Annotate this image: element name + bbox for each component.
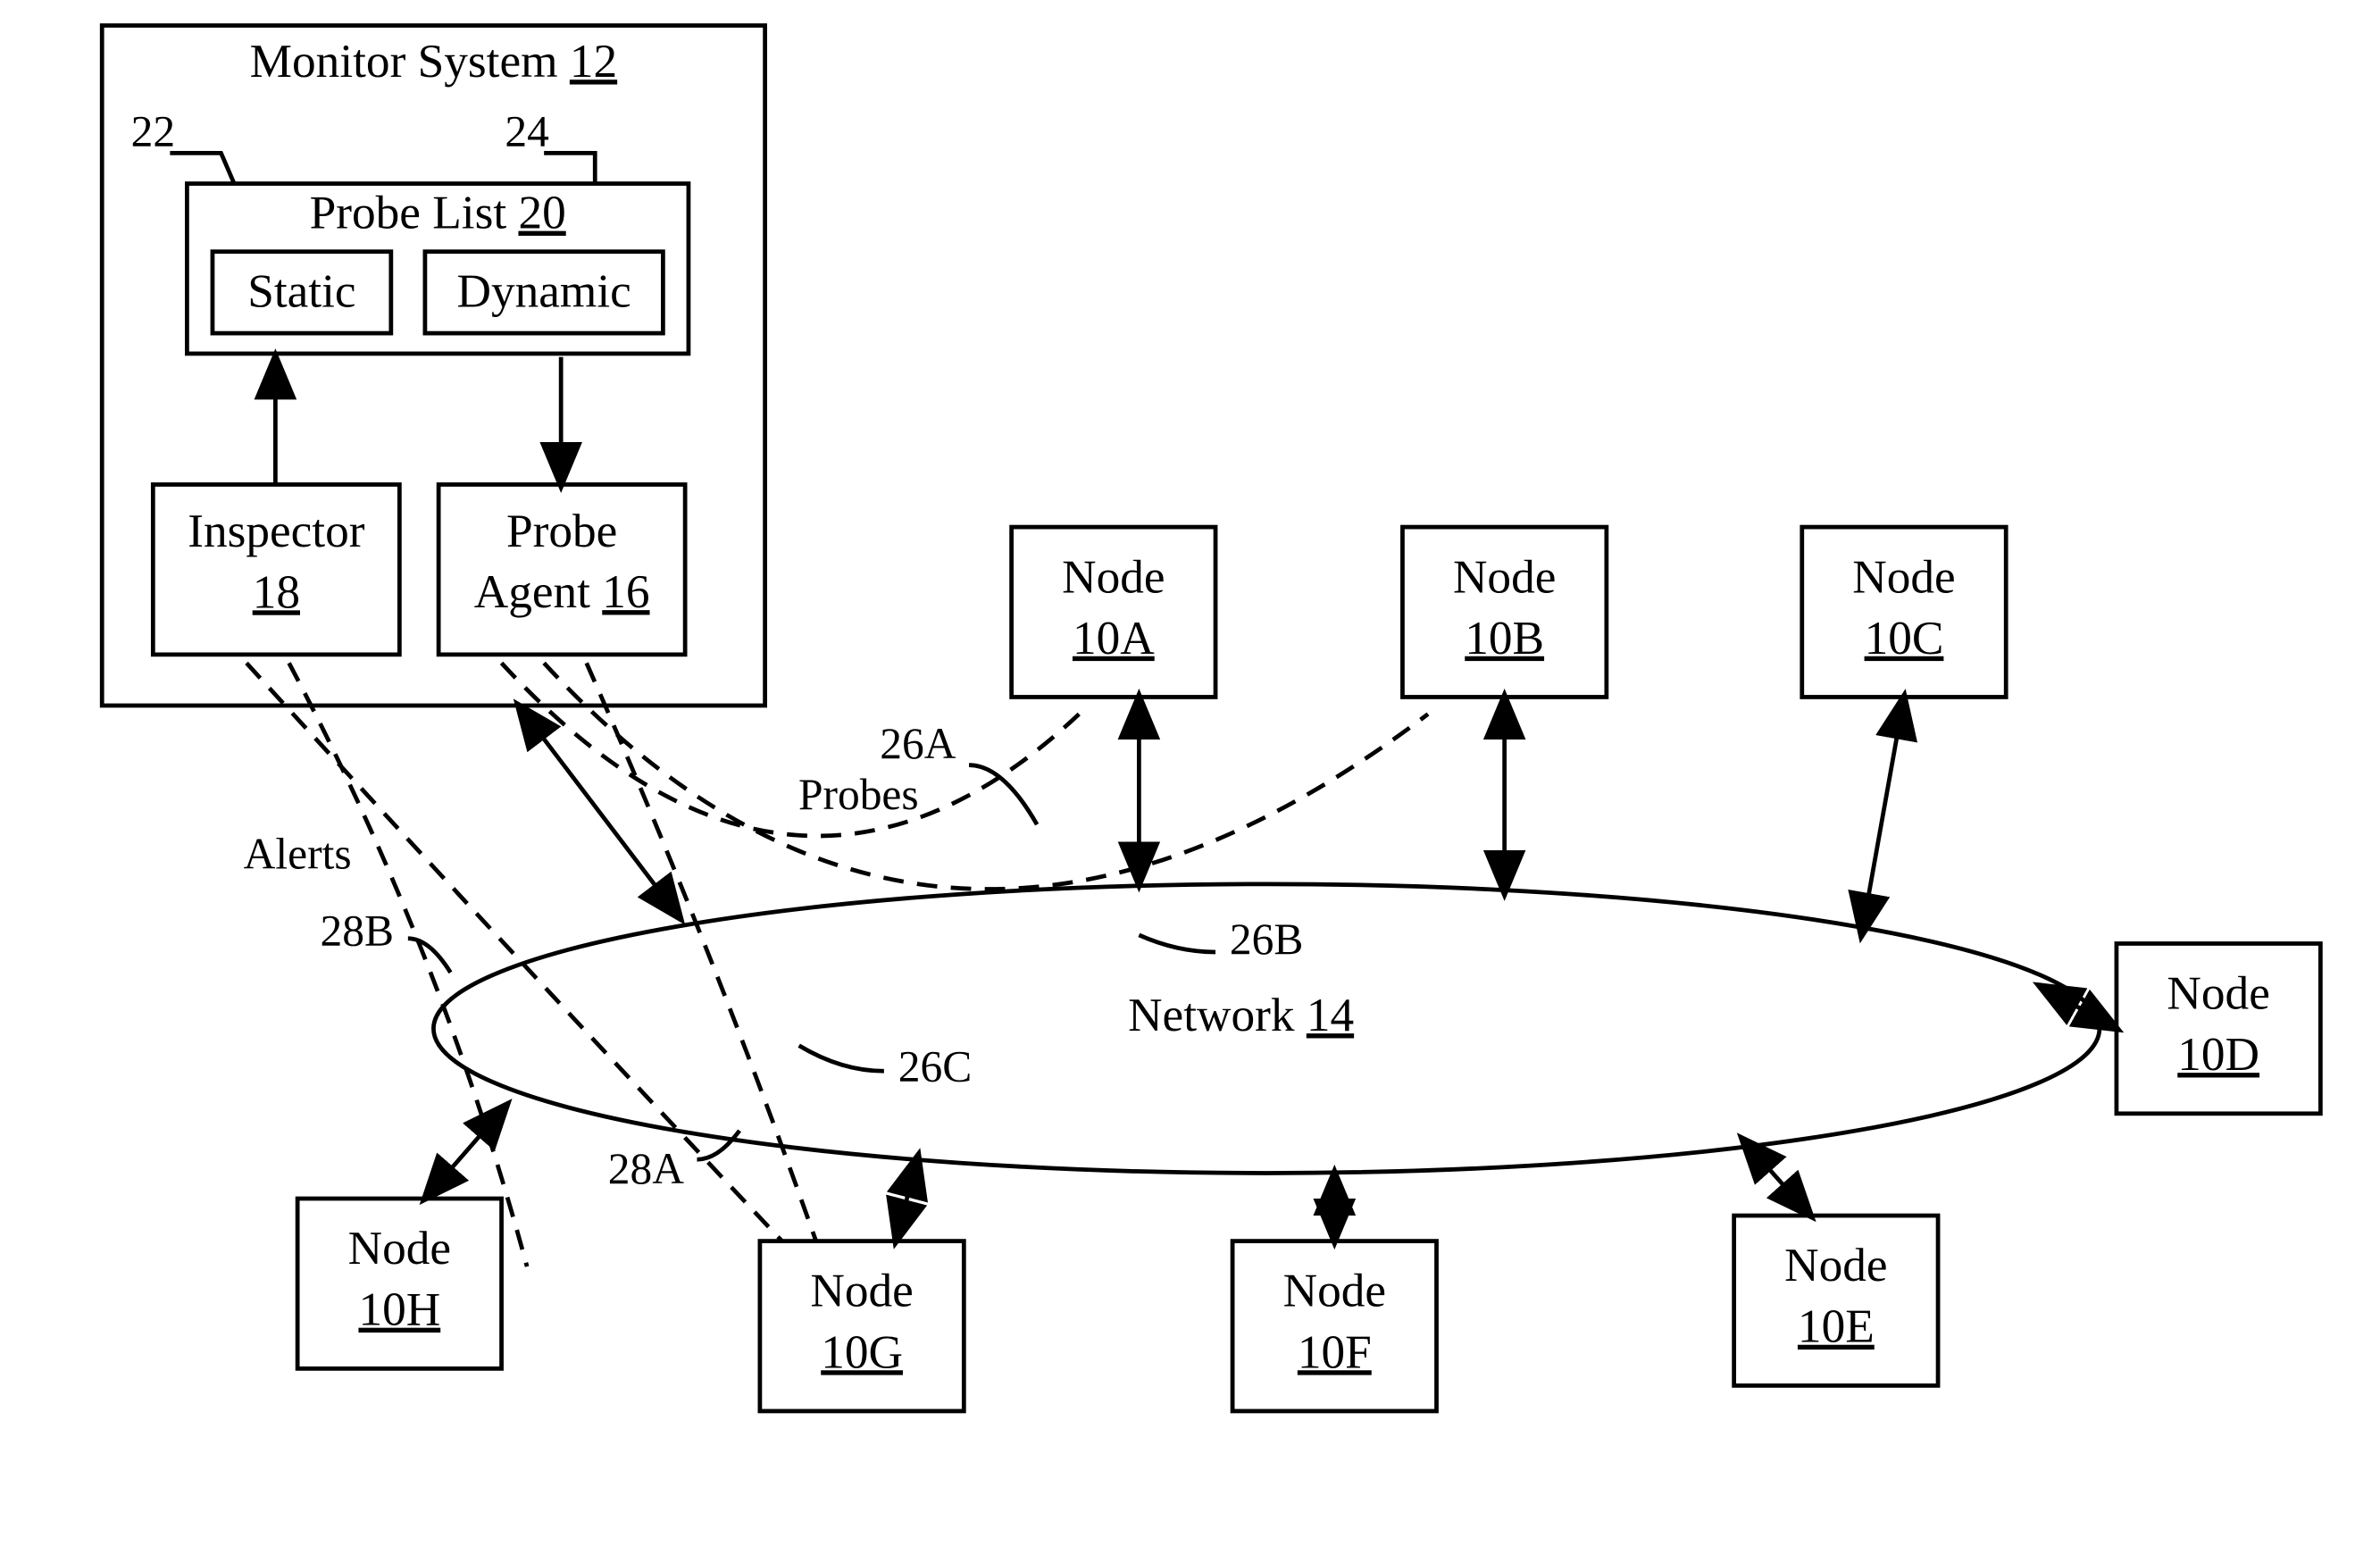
- svg-text:26A: 26A: [880, 719, 956, 768]
- svg-text:10B: 10B: [1465, 612, 1544, 664]
- svg-text:18: 18: [253, 565, 300, 618]
- svg-text:10G: 10G: [821, 1325, 903, 1378]
- dashed-28B: [289, 663, 527, 1266]
- svg-text:Agent 16: Agent 16: [474, 565, 650, 618]
- svg-text:10F: 10F: [1298, 1325, 1372, 1378]
- svg-text:Static: Static: [247, 264, 355, 317]
- svg-text:Network 14: Network 14: [1128, 989, 1354, 1041]
- svg-text:10E: 10E: [1798, 1300, 1875, 1353]
- svg-text:10A: 10A: [1073, 612, 1155, 664]
- svg-text:Node: Node: [348, 1222, 451, 1274]
- svg-text:10D: 10D: [2177, 1028, 2259, 1081]
- svg-text:Node: Node: [2167, 967, 2269, 1020]
- svg-text:Node: Node: [1062, 550, 1165, 603]
- svg-text:24: 24: [505, 107, 548, 156]
- svg-text:Node: Node: [810, 1265, 913, 1317]
- network-diagram: Monitor System 12 22 24 Probe List 20 Static…: [0, 0, 2380, 1530]
- svg-text:Node: Node: [1784, 1239, 1887, 1291]
- svg-text:Node: Node: [1283, 1265, 1386, 1317]
- svg-text:28A: 28A: [608, 1144, 684, 1193]
- svg-text:Probe: Probe: [506, 505, 617, 557]
- svg-text:26B: 26B: [1230, 915, 1304, 964]
- svg-text:Node: Node: [1852, 550, 1955, 603]
- svg-text:Node: Node: [1453, 550, 1556, 603]
- svg-text:Alerts: Alerts: [244, 830, 352, 879]
- svg-text:Dynamic: Dynamic: [456, 264, 630, 317]
- svg-text:10H: 10H: [358, 1283, 440, 1336]
- svg-text:Monitor System 12: Monitor System 12: [250, 35, 617, 88]
- svg-text:Probe List 20: Probe List 20: [310, 187, 566, 239]
- svg-text:10C: 10C: [1865, 612, 1944, 664]
- svg-text:28B: 28B: [321, 906, 395, 955]
- svg-text:22: 22: [131, 107, 175, 156]
- svg-text:26C: 26C: [898, 1042, 972, 1091]
- svg-text:Inspector: Inspector: [188, 505, 365, 557]
- svg-text:Probes: Probes: [798, 770, 919, 819]
